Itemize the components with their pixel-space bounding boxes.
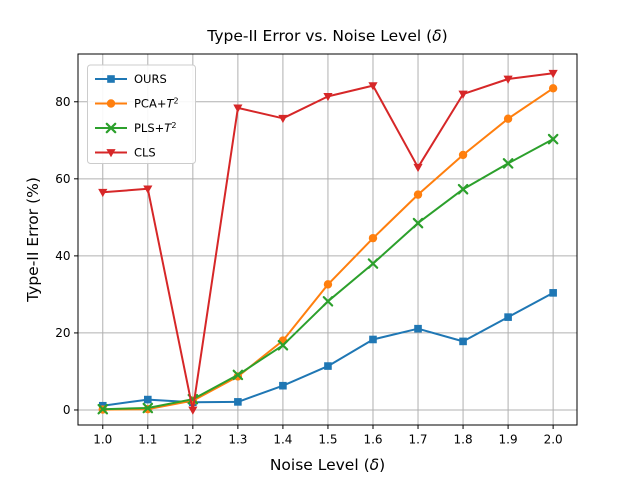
marker-triangle-down: [188, 406, 198, 415]
legend-label: PLS+T2: [134, 121, 176, 135]
marker-x: [142, 402, 154, 414]
marker-square: [369, 335, 377, 344]
x-tick-label: 1.3: [228, 433, 247, 447]
marker-x-stroke: [322, 296, 334, 307]
marker-square: [324, 362, 332, 370]
marker-x-stroke: [547, 133, 559, 145]
marker-x-stroke: [412, 217, 424, 229]
marker-x: [502, 158, 514, 169]
marker-x: [105, 122, 117, 134]
marker-triangle-down: [413, 163, 423, 173]
marker-square: [504, 313, 512, 321]
marker-x: [367, 258, 379, 269]
x-tick-label: 1.4: [273, 433, 292, 447]
y-tick-label: 0: [63, 403, 71, 417]
x-tick-label: 1.9: [499, 433, 518, 447]
marker-triangle-down: [368, 82, 378, 91]
x-tick-label: 1.1: [138, 433, 157, 447]
legend-entry: PCA+T2: [95, 97, 179, 111]
series-CLS: [98, 69, 558, 415]
marker-square: [144, 395, 152, 404]
marker-x: [322, 296, 334, 307]
marker-square: [234, 398, 242, 406]
chart-title: Type-II Error vs. Noise Level (δ): [206, 27, 447, 45]
x-tick-label: 1.2: [183, 433, 202, 447]
legend-label: OURS: [134, 72, 167, 86]
marker-triangle-down: [503, 75, 513, 84]
grid: [78, 54, 577, 425]
marker-circle: [323, 280, 333, 289]
legend-entry: PLS+T2: [95, 121, 176, 135]
marker-square: [459, 337, 467, 346]
legend: OURS PCA+T2 PLS+T2 CLS: [87, 64, 196, 164]
marker-square: [414, 324, 422, 333]
marker-x-stroke: [367, 258, 379, 269]
marker-x-stroke: [142, 402, 154, 414]
marker-x: [412, 217, 424, 229]
series-group: [97, 69, 559, 415]
marker-x-stroke: [105, 122, 117, 134]
marker-triangle-down: [143, 185, 153, 194]
x-tick-label: 2.0: [544, 433, 563, 447]
y-axis-label: Type-II Error (%): [24, 177, 42, 303]
x-tick-label: 1.7: [408, 433, 427, 447]
x-tick-label: 1.6: [363, 433, 382, 447]
marker-triangle-down: [458, 90, 468, 99]
tick-labels: 1.0 1.1 1.2 1.3 1.4 1.5 1.6 1.7 1.8 1.9 2.0 0 20 40 60…: [55, 95, 562, 446]
marker-triangle-down: [98, 188, 108, 198]
marker-square: [279, 381, 287, 390]
x-tick-label: 1.0: [93, 433, 112, 447]
y-tick-label: 80: [55, 95, 70, 109]
y-tick-label: 20: [55, 326, 70, 340]
x-tick-label: 1.8: [454, 433, 473, 447]
legend-entry: CLS: [95, 146, 156, 160]
marker-x-stroke: [277, 339, 289, 351]
marker-triangle-down: [548, 69, 558, 79]
marker-circle: [458, 150, 468, 160]
x-tick-label: 1.5: [318, 433, 337, 447]
marker-x: [97, 403, 109, 415]
marker-triangle-down: [233, 104, 243, 113]
marker-x-stroke: [97, 403, 109, 415]
tick-marks: [74, 101, 554, 429]
marker-circle: [503, 114, 513, 123]
marker-x: [232, 369, 244, 381]
marker-circle: [368, 233, 378, 243]
legend-label: PCA+T2: [134, 97, 179, 111]
legend-entry: OURS: [95, 72, 167, 86]
marker-triangle-down: [106, 149, 116, 158]
marker-x: [547, 133, 559, 145]
y-tick-label: 60: [55, 172, 70, 186]
y-tick-label: 40: [55, 249, 70, 263]
marker-x: [277, 339, 289, 351]
marker-circle: [106, 99, 116, 108]
marker-x-stroke: [457, 183, 469, 195]
x-axis-label: Noise Level (δ): [270, 456, 385, 474]
marker-circle: [413, 190, 423, 199]
legend-label: CLS: [134, 146, 156, 160]
legend-box: [87, 64, 196, 164]
marker-x-stroke: [232, 369, 244, 381]
marker-x: [457, 183, 469, 195]
marker-triangle-down: [323, 92, 333, 102]
marker-triangle-down: [278, 114, 288, 124]
marker-square: [549, 289, 557, 297]
marker-x-stroke: [502, 158, 514, 169]
marker-circle: [548, 84, 558, 93]
marker-square: [107, 75, 115, 83]
